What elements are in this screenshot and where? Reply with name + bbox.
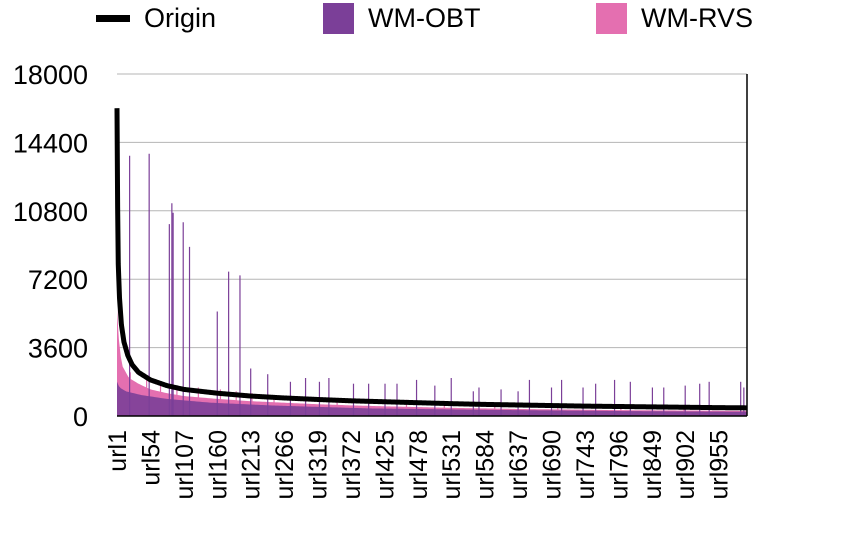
x-tick-label: url849: [639, 430, 667, 500]
legend-swatch-origin: [96, 14, 130, 22]
x-tick-label: url584: [472, 430, 500, 500]
x-tick-label: url54: [137, 430, 165, 486]
legend-item-origin: Origin: [96, 2, 216, 34]
x-tick-label: url743: [572, 430, 600, 500]
x-tick-label: url796: [605, 430, 633, 500]
x-tick-label: url478: [405, 430, 433, 500]
legend-item-wm-rvs: WM-RVS: [596, 2, 753, 34]
x-tick-label: url107: [171, 430, 199, 500]
x-tick-label: url160: [204, 430, 232, 500]
x-tick-label: url213: [238, 430, 266, 500]
chart-legend: Origin WM-OBT WM-RVS: [0, 0, 866, 36]
bars-wm-obt: [117, 381, 747, 416]
series-line-origin: [114, 108, 749, 411]
y-tick-label: 3600: [28, 334, 88, 364]
x-tick-label: url955: [706, 430, 734, 500]
x-tick-label: url902: [672, 430, 700, 500]
y-tick-label: 10800: [13, 197, 88, 227]
y-tick-label: 18000: [13, 60, 88, 90]
legend-swatch-wm-rvs: [596, 2, 627, 34]
legend-item-wm-obt: WM-OBT: [323, 2, 480, 34]
x-tick-label: url319: [305, 430, 333, 500]
y-tick-label: 0: [73, 402, 88, 432]
legend-label-wm-obt: WM-OBT: [368, 3, 481, 33]
legend-swatch-wm-obt: [323, 2, 354, 34]
x-tick-label: url531: [438, 430, 466, 500]
x-tick-label: url266: [271, 430, 299, 500]
x-tick-label: url1: [104, 430, 132, 472]
legend-label-origin: Origin: [144, 3, 217, 33]
y-tick-label: 7200: [28, 265, 88, 295]
x-tick-label: url690: [539, 430, 567, 500]
legend-label-wm-rvs: WM-RVS: [641, 3, 753, 33]
x-tick-label: url425: [371, 430, 399, 500]
x-tick-label: url637: [505, 430, 533, 500]
x-tick-label: url372: [338, 430, 366, 500]
y-tick-label: 14400: [13, 128, 88, 158]
